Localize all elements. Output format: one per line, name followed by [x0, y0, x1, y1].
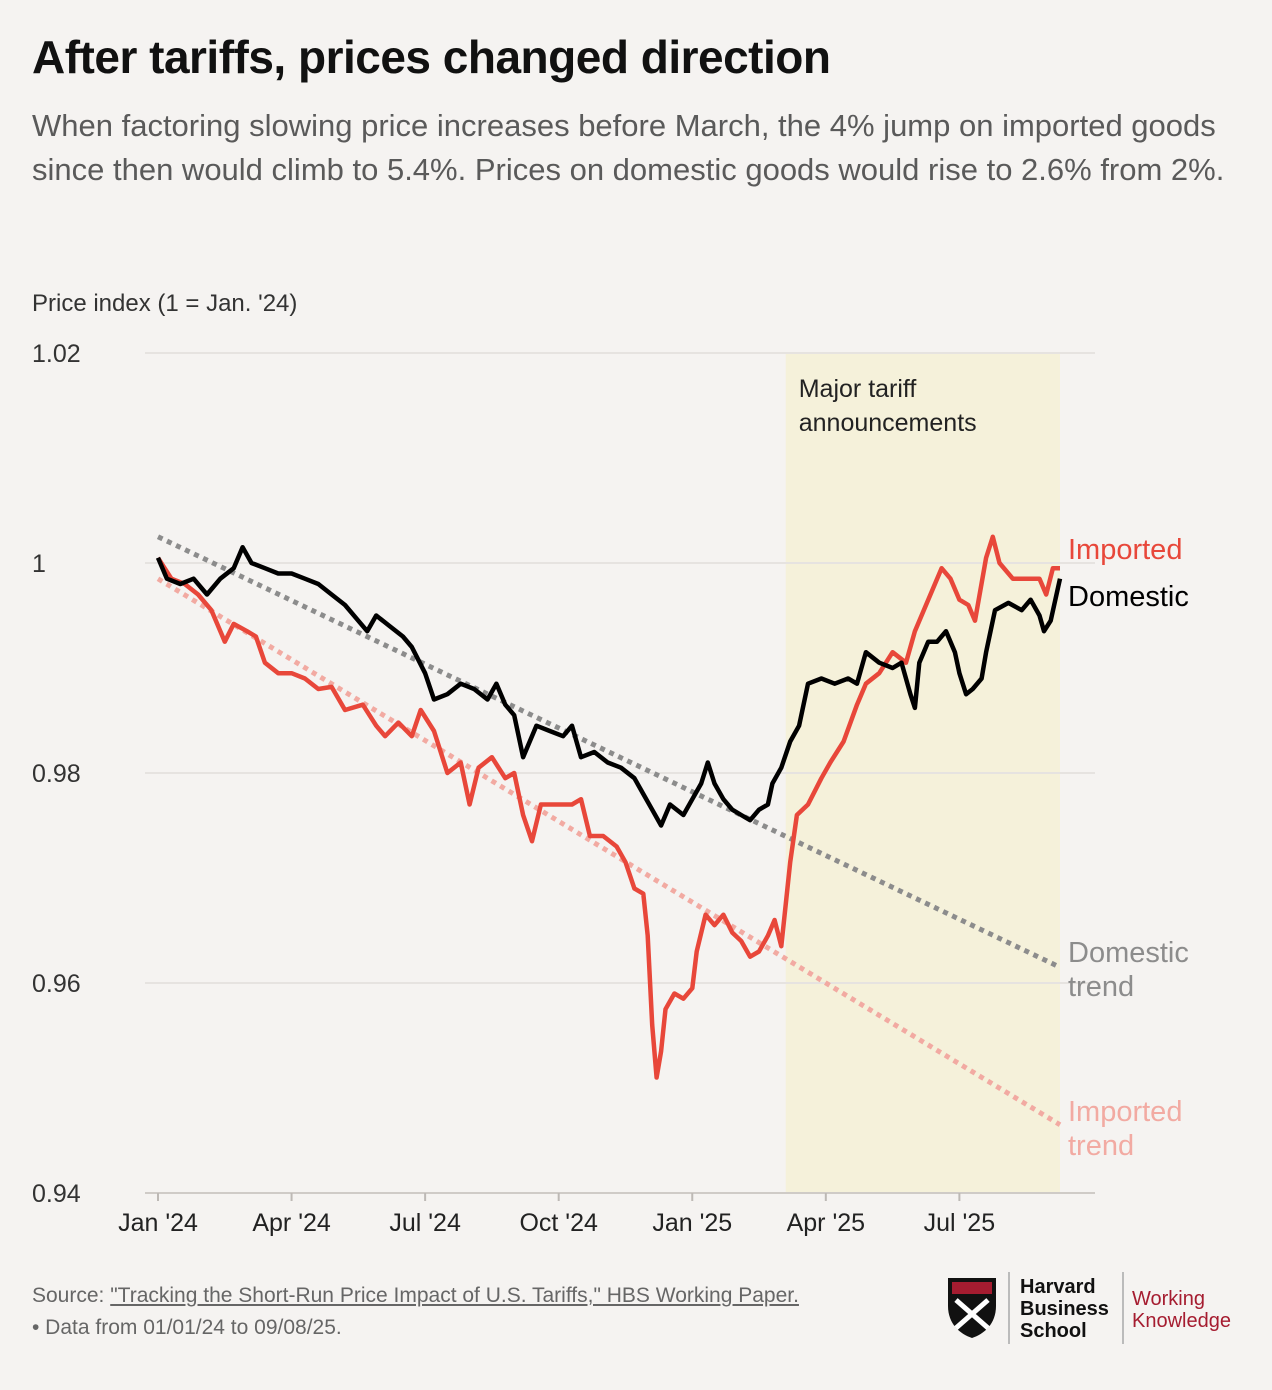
x-tick-label: Jan '24	[118, 1209, 198, 1237]
data-range-note: • Data from 01/01/24 to 09/08/25.	[32, 1316, 342, 1339]
x-tick-label: Oct '24	[519, 1209, 598, 1237]
hbs-wordmark: Harvard Business School	[1020, 1276, 1109, 1342]
y-axis-caption: Price index (1 = Jan. '24)	[32, 290, 298, 317]
hbs-shield-icon	[948, 1278, 996, 1338]
y-tick-label: 1.02	[32, 340, 81, 368]
domestic-trend-label: trend	[1068, 971, 1134, 1003]
domestic-trend-line	[156, 534, 1062, 970]
domestic-trend-label: Domestic	[1068, 937, 1189, 969]
imported-trend-label: trend	[1068, 1130, 1134, 1162]
x-tick-label: Jul '24	[389, 1209, 461, 1237]
hbs-line-3: School	[1020, 1320, 1087, 1342]
source-link[interactable]: "Tracking the Short-Run Price Impact of …	[110, 1284, 799, 1307]
price-index-chart: 1.02 1 0.98 0.96 0.94 Jan '24 Apr '24 Jul '24 Oc…	[32, 340, 1189, 1237]
chart-title: After tariffs, prices changed direction	[32, 31, 831, 83]
x-tick-label: Jan '25	[652, 1209, 732, 1237]
domestic-line	[155, 544, 1063, 828]
imported-label: Imported	[1068, 534, 1182, 566]
y-tick-label: 0.94	[32, 1180, 81, 1208]
wk-line-2: Knowledge	[1132, 1310, 1231, 1332]
y-tick-label: 0.98	[32, 760, 81, 788]
working-knowledge-wordmark: Working Knowledge	[1132, 1288, 1231, 1332]
y-tick-label: 0.96	[32, 970, 81, 998]
x-tick-label: Apr '24	[252, 1209, 331, 1237]
source-prefix: Source:	[32, 1284, 111, 1307]
tariff-region-label: announcements	[799, 409, 977, 437]
imported-trend-label: Imported	[1068, 1096, 1182, 1128]
x-tick-label: Jul '25	[924, 1209, 995, 1237]
tariff-region-label: Major tariff	[799, 375, 917, 403]
domestic-label: Domestic	[1068, 581, 1189, 613]
hbs-line-2: Business	[1020, 1298, 1109, 1320]
x-tick-label: Apr '25	[787, 1209, 865, 1237]
source-line: Source: "Tracking the Short-Run Price Im…	[32, 1284, 799, 1308]
chart-subtitle: When factoring slowing price increases b…	[32, 108, 1225, 187]
imported-line	[156, 534, 1060, 1080]
hbs-line-1: Harvard	[1020, 1276, 1096, 1298]
y-tick-label: 1	[32, 550, 46, 578]
logo-divider	[1008, 1272, 1010, 1344]
wk-line-1: Working	[1132, 1288, 1205, 1310]
logo-divider	[1122, 1272, 1124, 1344]
